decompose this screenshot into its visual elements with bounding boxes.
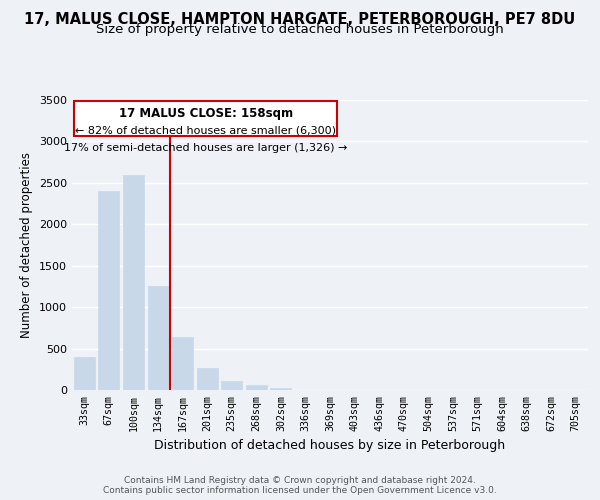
Bar xyxy=(246,386,267,390)
Text: Contains HM Land Registry data © Crown copyright and database right 2024.: Contains HM Land Registry data © Crown c… xyxy=(124,476,476,485)
Text: 17% of semi-detached houses are larger (1,326) →: 17% of semi-detached houses are larger (… xyxy=(64,143,347,153)
Text: Contains public sector information licensed under the Open Government Licence v3: Contains public sector information licen… xyxy=(103,486,497,495)
Text: 17 MALUS CLOSE: 158sqm: 17 MALUS CLOSE: 158sqm xyxy=(119,106,293,120)
Bar xyxy=(197,368,218,390)
Bar xyxy=(271,388,292,390)
Bar xyxy=(123,174,144,390)
Text: 17, MALUS CLOSE, HAMPTON HARGATE, PETERBOROUGH, PE7 8DU: 17, MALUS CLOSE, HAMPTON HARGATE, PETERB… xyxy=(25,12,575,28)
Bar xyxy=(172,337,193,390)
Text: Size of property relative to detached houses in Peterborough: Size of property relative to detached ho… xyxy=(96,22,504,36)
Y-axis label: Number of detached properties: Number of detached properties xyxy=(20,152,34,338)
Text: ← 82% of detached houses are smaller (6,300): ← 82% of detached houses are smaller (6,… xyxy=(76,126,337,136)
Bar xyxy=(98,191,119,390)
FancyBboxPatch shape xyxy=(74,101,337,136)
Bar xyxy=(74,357,95,390)
X-axis label: Distribution of detached houses by size in Peterborough: Distribution of detached houses by size … xyxy=(154,439,506,452)
Bar xyxy=(148,286,169,390)
Bar xyxy=(221,381,242,390)
